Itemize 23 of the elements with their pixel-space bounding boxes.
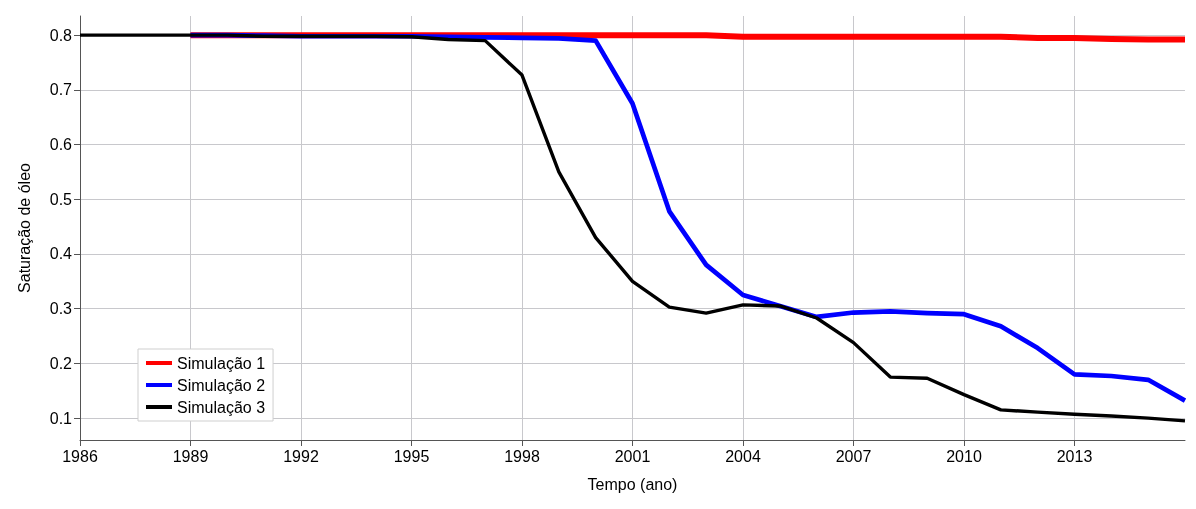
x-tick-label: 2010 [946, 447, 982, 465]
x-tick-label: 1995 [393, 447, 430, 465]
y-tick-label: 0.2 [49, 354, 73, 372]
legend-label: Simulação 2 [177, 376, 266, 394]
x-tick-label: 2004 [725, 447, 761, 465]
x-tick-label: 1986 [62, 447, 98, 465]
y-tick-label: 0.5 [49, 190, 73, 208]
legend-label: Simulação 1 [177, 354, 266, 372]
x-tick-label: 2001 [614, 447, 651, 465]
x-tick-label: 2013 [1056, 447, 1093, 465]
y-axis-title: Saturação de óleo [15, 162, 33, 293]
x-axis-title: Tempo (ano) [587, 475, 678, 493]
legend-label: Simulação 3 [177, 398, 266, 416]
y-tick-label: 0.8 [49, 26, 73, 44]
y-tick-label: 0.4 [49, 245, 73, 263]
x-tick-label: 1998 [504, 447, 540, 465]
y-tick-label: 0.1 [49, 409, 73, 427]
x-tick-label: 1989 [172, 447, 209, 465]
y-tick-label: 0.3 [49, 300, 73, 318]
y-tick-label: 0.7 [49, 81, 73, 99]
x-tick-label: 2007 [835, 447, 872, 465]
y-tick-label: 0.6 [49, 136, 73, 154]
x-tick-label: 1992 [283, 447, 319, 465]
